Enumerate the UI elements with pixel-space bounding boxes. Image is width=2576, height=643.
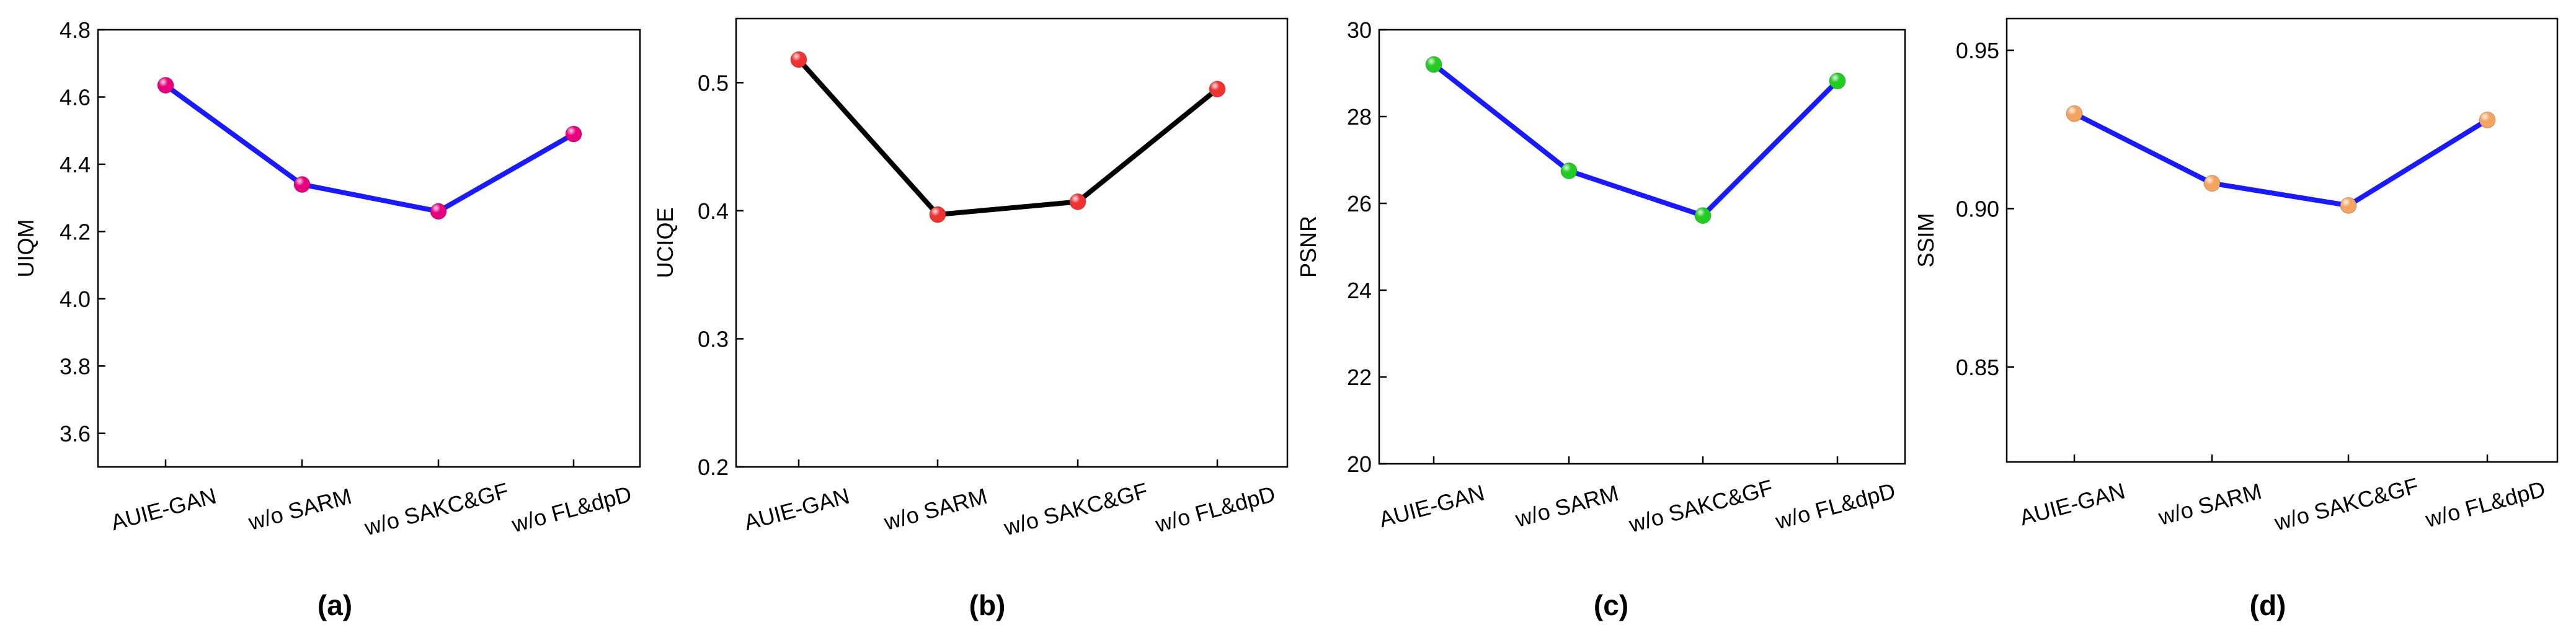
data-point-highlight	[2340, 197, 2356, 214]
y-axis-label: UCIQE	[652, 207, 678, 278]
data-point-highlight	[1070, 193, 1086, 210]
x-tick-label: w/o SARM	[881, 483, 990, 535]
x-tick-label: w/o FL&dpD	[1152, 481, 1278, 537]
y-tick-label: 20	[1347, 451, 1372, 477]
x-tick-label: w/o SARM	[245, 483, 354, 535]
x-tick-label: AUIE-GAN	[108, 483, 219, 536]
x-tick-label: AUIE-GAN	[2017, 478, 2128, 531]
data-point-highlight	[158, 77, 174, 94]
series-line	[2073, 111, 2489, 208]
y-tick-label: 0.85	[1956, 355, 1999, 380]
panel-label: (b)	[969, 589, 1006, 621]
x-tick-label: w/o SAKC&GF	[1001, 477, 1151, 540]
y-tick-label: 0.5	[698, 70, 729, 95]
data-point-highlight	[1561, 162, 1577, 179]
data-point-highlight	[2066, 105, 2082, 122]
x-tick-label: AUIE-GAN	[1376, 480, 1487, 533]
y-tick-label: 26	[1347, 191, 1372, 216]
y-tick-label: 0.4	[698, 198, 729, 224]
y-tick-label: 4.0	[60, 286, 91, 312]
x-tick-label: w/o SAKC&GF	[2272, 472, 2422, 535]
y-tick-label: 4.6	[60, 84, 91, 110]
y-tick-label: 0.90	[1956, 196, 1999, 221]
series-line	[1432, 62, 1839, 218]
chart-panel-3: 20 22 24 26 28 30 AUIE-GAN w/o SARM w/o SAKC&GFw…	[1295, 17, 1906, 621]
y-tick-label: 28	[1347, 104, 1372, 130]
plot-frame	[735, 17, 1289, 468]
data-point-highlight	[791, 51, 807, 68]
series-line	[797, 58, 1219, 218]
data-point-highlight	[2479, 112, 2495, 128]
data-point-highlight	[294, 176, 310, 193]
data-point-highlight	[1695, 207, 1711, 224]
data-point-highlight	[1209, 81, 1225, 97]
y-axis-label: PSNR	[1295, 216, 1321, 278]
data-point-highlight	[930, 206, 946, 223]
y-tick-label: 3.6	[60, 421, 91, 446]
x-tick-label: AUIE-GAN	[741, 483, 852, 536]
x-tick-label: w/o SARM	[2155, 478, 2264, 530]
plot-frame	[1378, 29, 1906, 465]
plot-frame	[97, 29, 641, 468]
x-tick-label: w/o SAKC&GF	[1626, 474, 1776, 537]
y-tick-label: 22	[1347, 365, 1372, 390]
data-point-highlight	[1829, 73, 1845, 89]
data-point-highlight	[566, 126, 582, 143]
panel-label: (a)	[318, 589, 352, 621]
series-line	[164, 83, 575, 214]
y-tick-label: 4.8	[60, 17, 91, 43]
y-tick-label: 0.95	[1956, 38, 1999, 63]
y-axis-label: UIQM	[13, 220, 38, 278]
data-point-highlight	[430, 203, 446, 220]
panel-label: (d)	[2250, 589, 2286, 621]
x-tick-label: w/o FL&dpD	[1772, 477, 1898, 534]
x-tick-label: w/o FL&dpD	[509, 481, 634, 537]
x-tick-label: w/o SARM	[1512, 480, 1621, 532]
y-axis-label: SSIM	[1913, 213, 1939, 267]
y-tick-label: 4.4	[60, 152, 91, 177]
panel-label: (c)	[1594, 589, 1628, 621]
y-tick-label: 0.2	[698, 455, 729, 480]
data-point-highlight	[1426, 56, 1442, 73]
y-tick-label: 4.2	[60, 219, 91, 244]
y-tick-label: 3.8	[60, 353, 91, 379]
plot-frame	[2005, 17, 2559, 463]
x-tick-label: w/o SAKC&GF	[362, 477, 512, 540]
chart-panel-4: 0.85 0.90 0.95 AUIE-GAN w/o SARM w/o SAKC&GF w…	[1913, 17, 2559, 621]
y-tick-label: 24	[1347, 278, 1372, 303]
data-point-highlight	[2204, 175, 2220, 192]
y-tick-label: 0.3	[698, 326, 729, 352]
chart-panel-2: 0.2 0.3 0.4 0.5 AUIE-GAN w/o SARM w/o SAKC&GF w…	[652, 17, 1289, 621]
y-tick-label: 30	[1347, 17, 1372, 43]
x-tick-label: w/o FL&dpD	[2422, 476, 2548, 532]
